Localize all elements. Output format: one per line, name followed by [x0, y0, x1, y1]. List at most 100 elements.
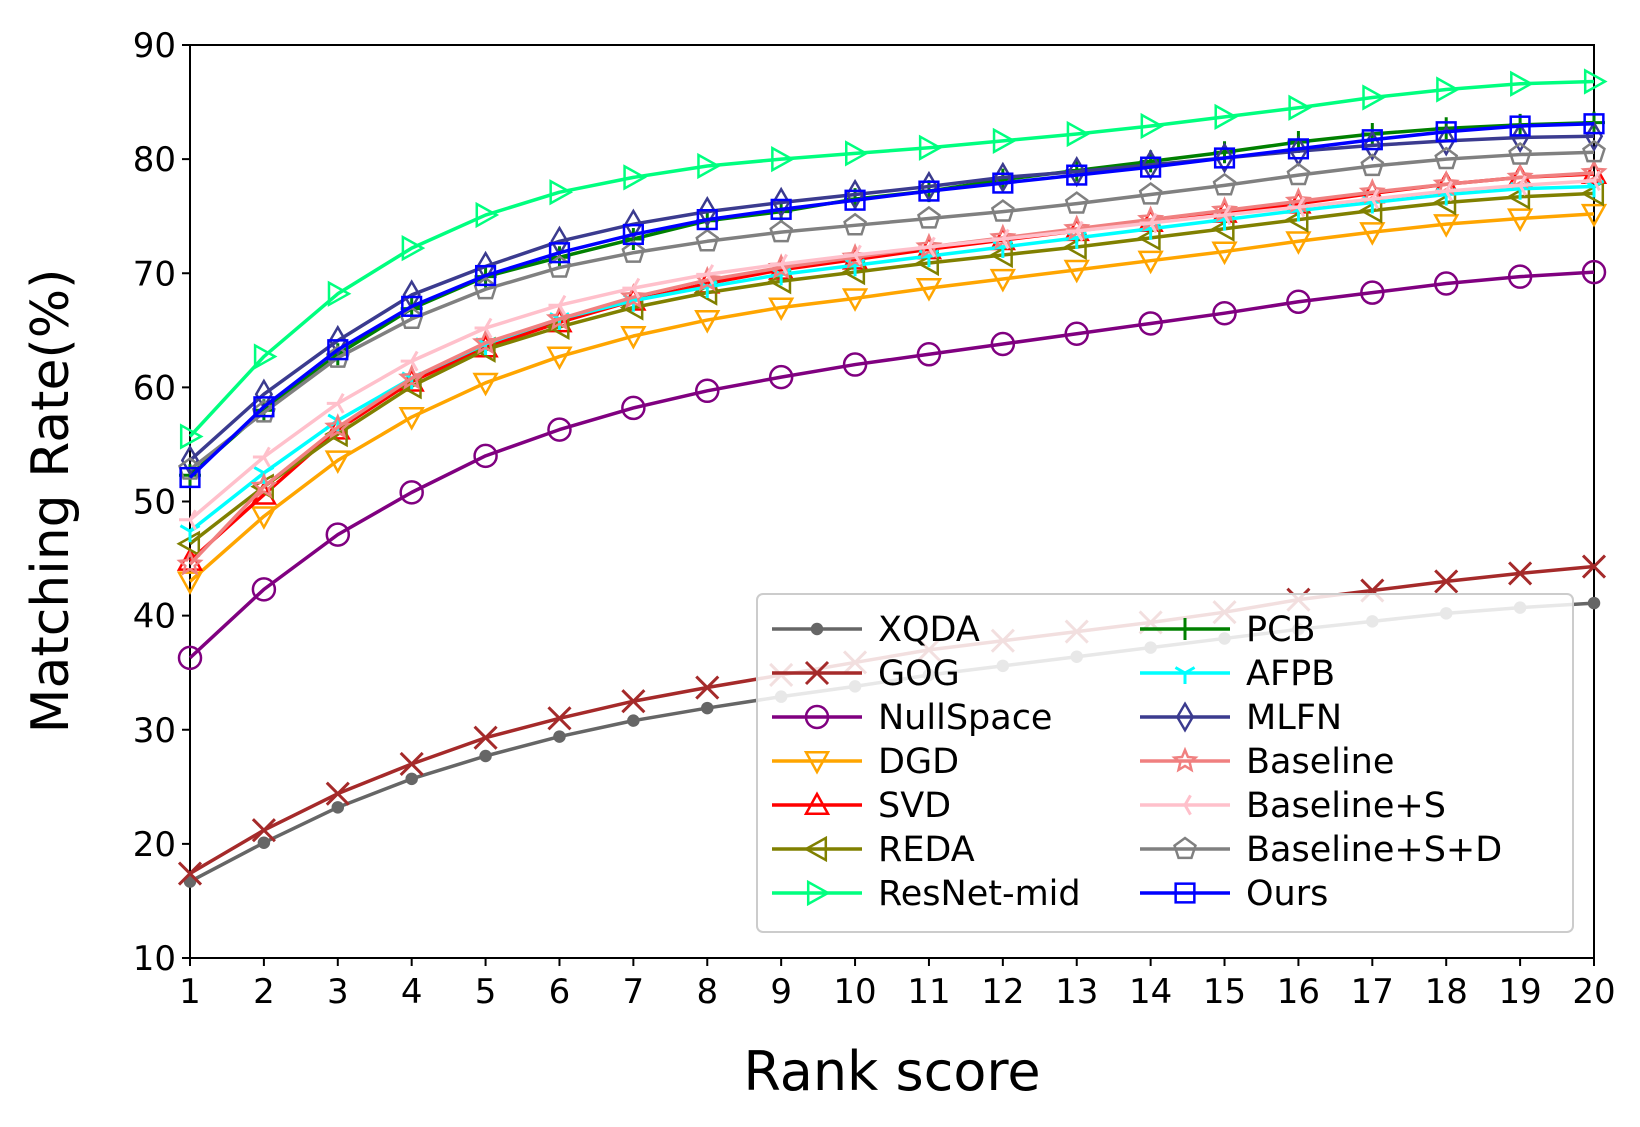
data-point — [697, 152, 721, 180]
data-point — [325, 781, 350, 806]
x-tick-label: 12 — [981, 972, 1024, 1012]
legend-item: REDA — [772, 830, 975, 870]
y-tick-label: 50 — [133, 483, 176, 523]
legend-label: DGD — [878, 742, 959, 782]
legend-item: Baseline+S — [1140, 786, 1446, 826]
data-point — [546, 346, 573, 371]
data-point — [176, 550, 204, 576]
series-resnet-mid — [179, 68, 1608, 450]
data-point — [1285, 231, 1312, 255]
data-point — [1171, 746, 1199, 773]
data-point — [1507, 264, 1533, 289]
data-point — [1433, 214, 1460, 238]
data-point — [1361, 129, 1383, 151]
data-point — [1509, 115, 1531, 137]
data-point — [844, 244, 862, 266]
data-point — [810, 622, 824, 636]
x-tick-label: 20 — [1572, 972, 1615, 1012]
data-point — [1583, 170, 1601, 192]
data-point — [1580, 158, 1608, 185]
legend-item: PCB — [1140, 610, 1316, 650]
data-point — [1139, 212, 1158, 234]
x-tick-label: 4 — [401, 972, 423, 1012]
data-point — [989, 268, 1016, 293]
data-point — [553, 730, 566, 743]
data-point — [698, 195, 717, 228]
data-point — [992, 172, 1014, 194]
x-tick-label: 7 — [623, 972, 645, 1012]
data-point — [1288, 94, 1312, 121]
data-point — [1175, 701, 1195, 733]
data-point — [326, 393, 345, 414]
data-point — [917, 205, 941, 229]
data-point — [327, 280, 352, 307]
legend-label: SVD — [878, 786, 951, 826]
legend-item: SVD — [772, 786, 951, 826]
data-point — [472, 372, 499, 397]
data-point — [399, 480, 424, 505]
data-point — [1581, 554, 1607, 579]
legend-item: XQDA — [772, 610, 980, 650]
data-point — [621, 395, 646, 421]
data-point — [841, 288, 869, 312]
data-point — [1063, 259, 1090, 284]
data-point — [1215, 142, 1234, 174]
data-point — [621, 240, 646, 263]
data-point — [475, 201, 500, 229]
data-point — [1140, 156, 1162, 178]
data-point — [770, 198, 792, 220]
legend-item: NullSpace — [772, 698, 1052, 738]
data-point — [803, 835, 828, 863]
x-tick-label: 13 — [1055, 972, 1098, 1012]
data-point — [1286, 162, 1311, 186]
data-point — [915, 232, 943, 259]
x-tick-label: 9 — [770, 972, 792, 1012]
data-point — [1360, 153, 1385, 177]
data-point — [694, 309, 721, 334]
series-ours — [179, 113, 1605, 489]
data-point — [1212, 300, 1237, 326]
data-point — [325, 522, 351, 547]
data-point — [547, 706, 572, 731]
legend-box — [756, 593, 1574, 933]
x-tick-label: 2 — [253, 972, 275, 1012]
data-point — [1064, 191, 1089, 214]
data-point — [250, 506, 278, 530]
x-tick-label: 11 — [907, 972, 950, 1012]
data-point — [804, 660, 830, 686]
data-point — [474, 264, 497, 287]
data-point — [624, 208, 643, 240]
data-point — [1510, 70, 1534, 97]
data-point — [915, 278, 943, 302]
series-line — [188, 79, 1595, 438]
series-line — [188, 270, 1595, 660]
data-point — [1436, 76, 1460, 103]
data-point — [1065, 220, 1084, 242]
data-point — [472, 328, 500, 355]
data-point — [806, 879, 831, 907]
data-point — [1212, 172, 1237, 196]
data-point — [619, 282, 647, 309]
data-point — [179, 509, 197, 531]
data-point — [696, 209, 718, 231]
data-point — [405, 772, 418, 786]
data-point — [401, 235, 426, 262]
data-point — [545, 304, 574, 331]
legend-label: PCB — [1246, 610, 1316, 650]
data-point — [1064, 321, 1089, 346]
data-point — [547, 417, 572, 442]
data-point — [769, 219, 794, 243]
data-point — [1213, 147, 1236, 169]
data-point — [1066, 120, 1091, 148]
y-tick-label: 40 — [133, 597, 176, 637]
legend-label: MLFN — [1246, 698, 1342, 738]
legend-label: ResNet-mid — [878, 874, 1081, 914]
data-point — [178, 456, 202, 480]
data-point — [623, 164, 647, 191]
legend-label: Baseline — [1246, 742, 1394, 782]
data-point — [918, 180, 940, 202]
data-point — [771, 146, 795, 173]
data-point — [250, 472, 278, 499]
data-point — [183, 875, 197, 888]
